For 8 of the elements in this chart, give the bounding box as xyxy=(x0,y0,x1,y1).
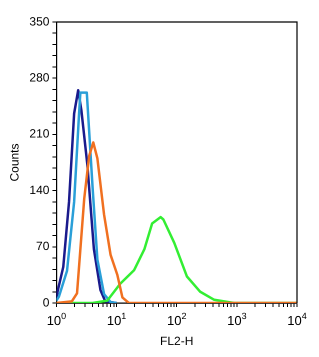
y-tick-label: 210 xyxy=(29,126,50,141)
x-axis-title: FL2-H xyxy=(160,334,194,348)
y-tick-label: 70 xyxy=(36,239,50,254)
y-tick-label: 350 xyxy=(29,14,50,28)
y-tick-label: 140 xyxy=(29,182,50,197)
y-tick-label: 280 xyxy=(29,70,50,85)
y-tick-label: 0 xyxy=(42,295,50,310)
y-axis-title: Counts xyxy=(8,143,22,182)
